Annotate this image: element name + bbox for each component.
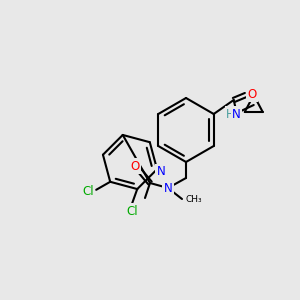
Text: CH₃: CH₃ xyxy=(186,196,202,205)
Text: Cl: Cl xyxy=(126,205,138,218)
Text: O: O xyxy=(130,160,140,172)
Text: O: O xyxy=(247,88,256,100)
Text: N: N xyxy=(232,107,241,121)
Text: N: N xyxy=(157,165,165,178)
Text: N: N xyxy=(164,182,172,194)
Text: H: H xyxy=(226,107,235,121)
Text: Cl: Cl xyxy=(82,185,94,198)
